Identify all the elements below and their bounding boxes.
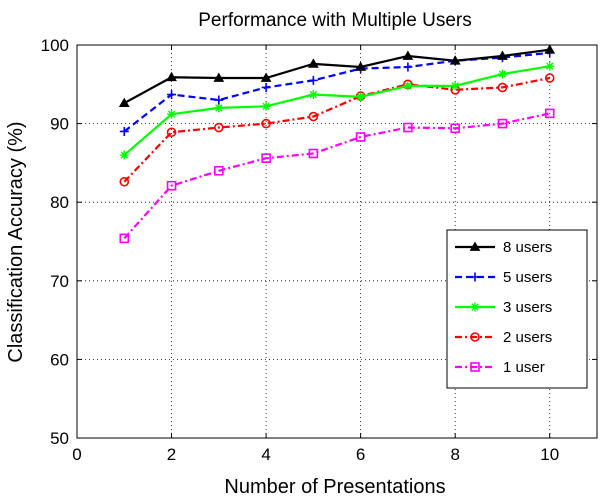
- data-point: [167, 109, 177, 119]
- data-point: [308, 90, 318, 100]
- legend-marker: [469, 241, 481, 251]
- data-point: [497, 82, 508, 93]
- data-point: [402, 50, 414, 60]
- x-tick-label: 8: [450, 445, 459, 464]
- legend-marker: [470, 332, 480, 342]
- y-axis-label: Classification Accuracy (%): [5, 121, 27, 362]
- data-point: [356, 92, 366, 102]
- data-point: [308, 58, 319, 68]
- legend-marker: [470, 362, 480, 372]
- data-point: [214, 122, 224, 133]
- data-point: [308, 148, 319, 159]
- series-line: [123, 76, 550, 183]
- series-layer: [118, 44, 556, 244]
- legend-item: 3 users: [455, 299, 552, 316]
- legend-item: 2 users: [455, 329, 552, 346]
- legend-label: 8 users: [503, 239, 552, 256]
- data-point: [308, 111, 319, 122]
- series-3-users: [119, 61, 555, 160]
- data-point: [450, 123, 460, 134]
- data-point: [497, 118, 508, 129]
- data-point: [545, 61, 555, 71]
- legend-item: 1 user: [455, 359, 545, 376]
- data-point: [119, 126, 129, 136]
- x-tick-label: 0: [72, 445, 81, 464]
- legend: 8 users 5 users 3 users 2 users 1 user: [446, 229, 588, 389]
- data-point: [403, 62, 413, 72]
- data-point: [260, 72, 272, 82]
- data-point: [355, 61, 366, 71]
- data-point: [214, 165, 224, 176]
- x-tick-label: 4: [261, 445, 270, 464]
- data-point: [261, 153, 271, 163]
- data-point: [544, 44, 556, 54]
- legend-item: 8 users: [455, 239, 552, 256]
- series-line: [123, 51, 550, 133]
- y-tick-label: 70: [50, 272, 69, 291]
- y-tick-label: 100: [41, 36, 69, 55]
- chart-title: Performance with Multiple Users: [198, 10, 471, 31]
- data-point: [449, 55, 461, 65]
- data-point: [119, 233, 130, 244]
- y-tick-label: 90: [50, 115, 69, 134]
- series-1-user: [119, 108, 555, 244]
- x-tick-label: 6: [356, 445, 365, 464]
- data-point: [214, 95, 224, 105]
- data-point: [497, 50, 508, 60]
- legend-label: 1 user: [503, 359, 545, 376]
- data-point: [261, 101, 271, 111]
- x-tick-label: 10: [540, 445, 559, 464]
- legend-item: 5 users: [455, 269, 552, 286]
- data-point: [119, 150, 129, 160]
- data-point: [544, 73, 555, 83]
- x-tick-label: 2: [167, 445, 176, 464]
- data-point: [213, 72, 225, 82]
- data-point: [118, 97, 130, 108]
- series-line: [123, 112, 550, 240]
- legend-marker: [470, 272, 480, 282]
- data-point: [450, 81, 460, 91]
- data-point: [308, 75, 318, 85]
- data-point: [261, 118, 271, 129]
- legend-box: [446, 229, 588, 389]
- data-point: [166, 180, 177, 191]
- data-point: [544, 108, 555, 119]
- data-point: [403, 122, 413, 133]
- data-point: [166, 71, 177, 82]
- series-line: [123, 48, 550, 105]
- data-point: [214, 103, 224, 113]
- legend-marker: [470, 302, 480, 312]
- data-point: [167, 90, 177, 100]
- axis-ticks: 0 2 4 6 8 10 50 60 70 80 90 100: [41, 36, 597, 464]
- y-tick-label: 80: [50, 193, 69, 212]
- legend-label: 2 users: [503, 329, 552, 346]
- series-2-users: [119, 73, 555, 187]
- x-axis-label: Number of Presentations: [224, 476, 445, 498]
- plot-frame: [76, 44, 598, 439]
- data-point: [355, 132, 366, 142]
- data-point: [403, 81, 413, 91]
- y-tick-label: 60: [50, 350, 69, 369]
- data-point: [166, 127, 177, 138]
- data-point: [497, 69, 507, 79]
- data-point: [119, 176, 130, 187]
- series-5-users: [119, 48, 555, 136]
- data-point: [261, 82, 271, 92]
- legend-label: 3 users: [503, 299, 552, 316]
- series-8-users: [118, 44, 556, 108]
- y-tick-label: 50: [50, 429, 69, 448]
- legend-label: 5 users: [503, 269, 552, 286]
- series-line: [123, 65, 550, 156]
